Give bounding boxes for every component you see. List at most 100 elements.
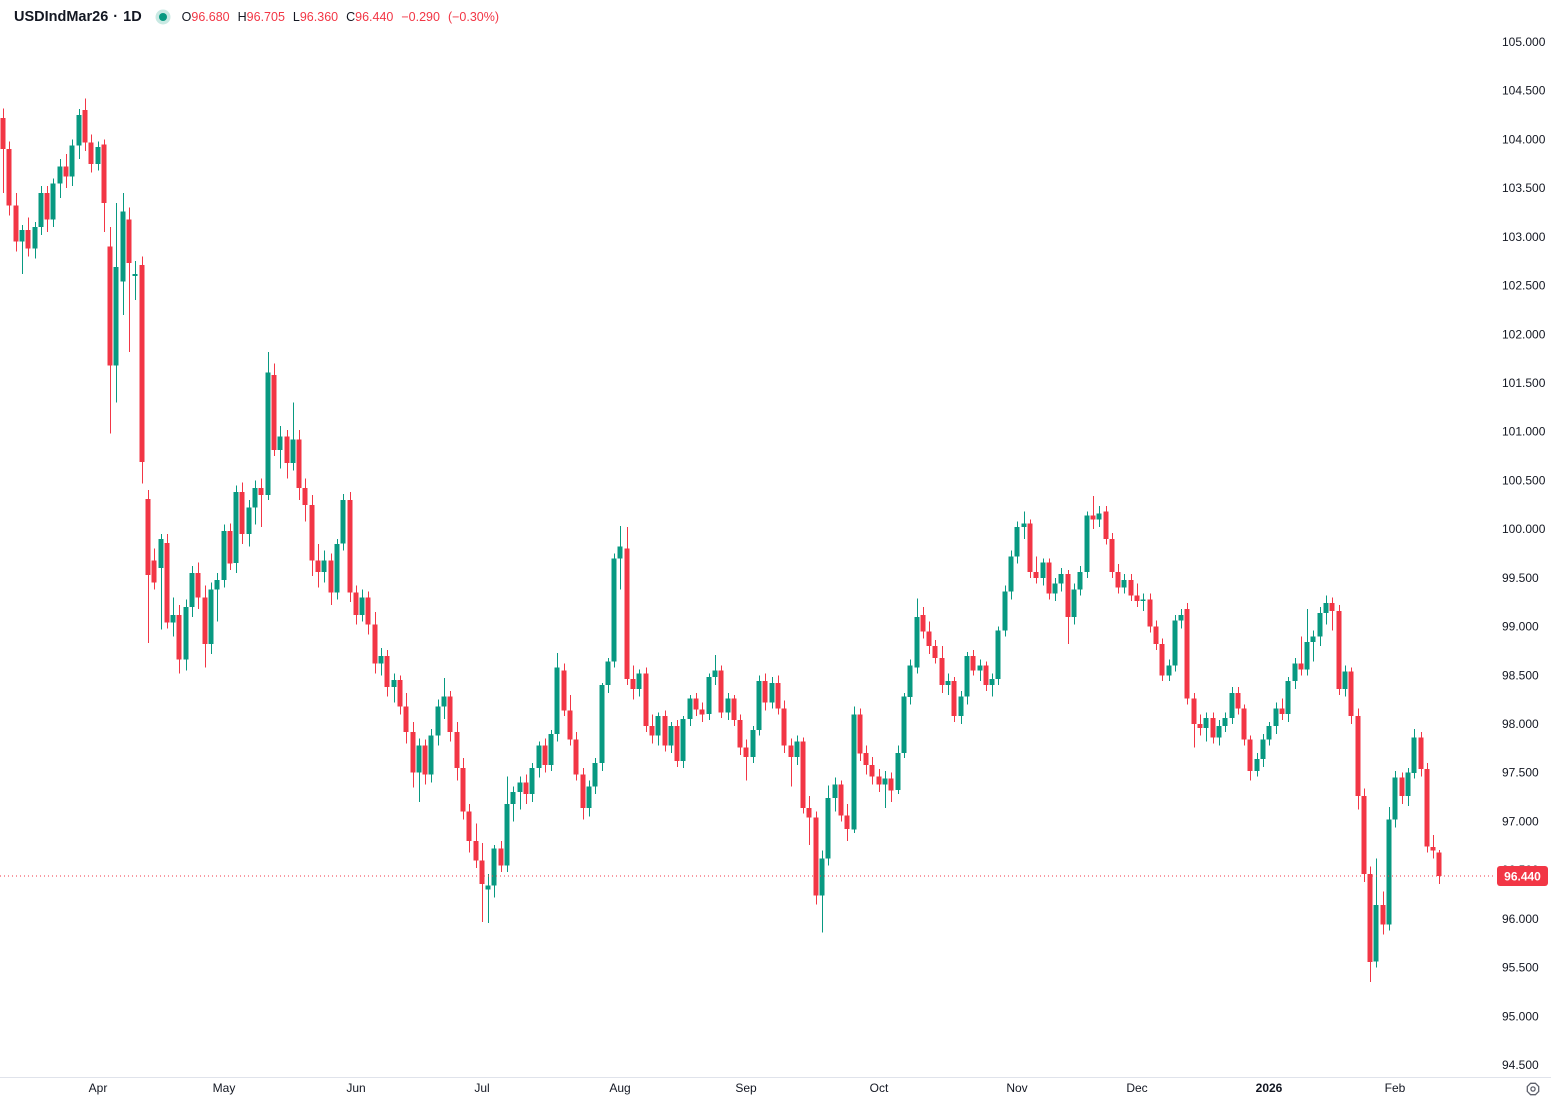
- candle[interactable]: [372, 612, 378, 674]
- candle[interactable]: [403, 692, 409, 744]
- candle[interactable]: [932, 640, 938, 664]
- price-scale-settings-icon[interactable]: [1526, 1082, 1540, 1096]
- candle[interactable]: [693, 692, 699, 717]
- candle[interactable]: [1172, 614, 1178, 672]
- candle[interactable]: [284, 429, 290, 479]
- candle[interactable]: [1121, 574, 1127, 594]
- candle[interactable]: [561, 663, 567, 717]
- candle[interactable]: [1373, 858, 1379, 968]
- candle[interactable]: [800, 737, 806, 814]
- time-axis-label[interactable]: May: [213, 1081, 236, 1095]
- candle[interactable]: [813, 811, 819, 905]
- candle[interactable]: [567, 694, 573, 746]
- time-axis-label[interactable]: Oct: [870, 1081, 889, 1095]
- candle[interactable]: [290, 402, 296, 471]
- candle[interactable]: [838, 780, 844, 822]
- candle[interactable]: [1430, 835, 1436, 859]
- candle[interactable]: [435, 699, 441, 746]
- candle[interactable]: [252, 480, 258, 525]
- candle[interactable]: [781, 700, 787, 754]
- candle[interactable]: [1033, 556, 1039, 584]
- candle[interactable]: [1191, 692, 1197, 748]
- candle[interactable]: [1071, 583, 1077, 625]
- candle[interactable]: [1147, 593, 1153, 633]
- candle[interactable]: [189, 566, 195, 617]
- candle[interactable]: [460, 758, 466, 820]
- candle[interactable]: [1052, 577, 1058, 602]
- candle[interactable]: [769, 677, 775, 709]
- candle[interactable]: [851, 706, 857, 834]
- candle[interactable]: [347, 492, 353, 603]
- candle[interactable]: [731, 694, 737, 726]
- candle[interactable]: [315, 543, 321, 588]
- candle[interactable]: [630, 665, 636, 700]
- candle[interactable]: [1304, 609, 1310, 676]
- candle[interactable]: [844, 803, 850, 841]
- candle[interactable]: [554, 652, 560, 742]
- candle[interactable]: [668, 722, 674, 754]
- candle[interactable]: [391, 673, 397, 703]
- candle[interactable]: [989, 673, 995, 697]
- candle[interactable]: [825, 785, 831, 866]
- candle[interactable]: [1285, 677, 1291, 723]
- candle[interactable]: [1027, 519, 1033, 578]
- candle[interactable]: [214, 573, 220, 622]
- candle[interactable]: [888, 772, 894, 802]
- candle[interactable]: [1399, 772, 1405, 804]
- candle[interactable]: [1260, 733, 1266, 767]
- candle[interactable]: [655, 712, 661, 746]
- candle[interactable]: [958, 690, 964, 724]
- candle[interactable]: [1109, 533, 1115, 578]
- candle[interactable]: [762, 673, 768, 711]
- candle[interactable]: [718, 665, 724, 719]
- candle[interactable]: [340, 494, 346, 551]
- candle[interactable]: [1418, 731, 1424, 777]
- time-axis-label[interactable]: Jul: [474, 1081, 489, 1095]
- candle[interactable]: [876, 768, 882, 793]
- candle[interactable]: [113, 202, 119, 403]
- candle[interactable]: [25, 217, 31, 257]
- candle[interactable]: [517, 776, 523, 810]
- candle[interactable]: [1210, 712, 1216, 744]
- candle[interactable]: [239, 482, 245, 544]
- candle[interactable]: [983, 661, 989, 691]
- candle[interactable]: [970, 650, 976, 676]
- candle[interactable]: [1090, 496, 1096, 530]
- candle[interactable]: [1058, 568, 1064, 592]
- time-axis-label[interactable]: Aug: [609, 1081, 630, 1095]
- candle[interactable]: [38, 186, 44, 235]
- candle[interactable]: [1323, 595, 1329, 625]
- candle[interactable]: [120, 193, 126, 315]
- candle[interactable]: [491, 844, 497, 898]
- candle[interactable]: [1405, 767, 1411, 806]
- candle[interactable]: [1115, 564, 1121, 594]
- last-price-tag[interactable]: 96.440: [1497, 866, 1548, 887]
- time-axis-label[interactable]: Nov: [1006, 1081, 1027, 1095]
- candle[interactable]: [662, 710, 668, 752]
- candle[interactable]: [164, 534, 170, 629]
- price-axis[interactable]: 105.000 104.500 104.000 103.500 103.000 102.5…: [1502, 35, 1546, 1072]
- candle[interactable]: [1235, 687, 1241, 715]
- candle[interactable]: [945, 673, 951, 695]
- candle[interactable]: [1184, 603, 1190, 705]
- candle[interactable]: [586, 780, 592, 817]
- candle[interactable]: [1386, 806, 1392, 931]
- candle[interactable]: [498, 840, 504, 873]
- candle[interactable]: [687, 694, 693, 726]
- candle[interactable]: [1266, 722, 1272, 746]
- candle[interactable]: [101, 139, 107, 232]
- candle[interactable]: [1279, 698, 1285, 721]
- candle[interactable]: [1222, 712, 1228, 732]
- candle[interactable]: [151, 548, 157, 590]
- candle[interactable]: [384, 650, 390, 697]
- candle[interactable]: [428, 728, 434, 783]
- candle[interactable]: [410, 722, 416, 788]
- candle[interactable]: [542, 738, 548, 773]
- candle[interactable]: [788, 738, 794, 787]
- interval-label[interactable]: 1D: [123, 9, 142, 25]
- time-axis-label[interactable]: Apr: [89, 1081, 108, 1095]
- candle[interactable]: [1203, 712, 1209, 742]
- candle[interactable]: [1411, 728, 1417, 779]
- candle[interactable]: [636, 669, 642, 697]
- candle[interactable]: [302, 478, 308, 522]
